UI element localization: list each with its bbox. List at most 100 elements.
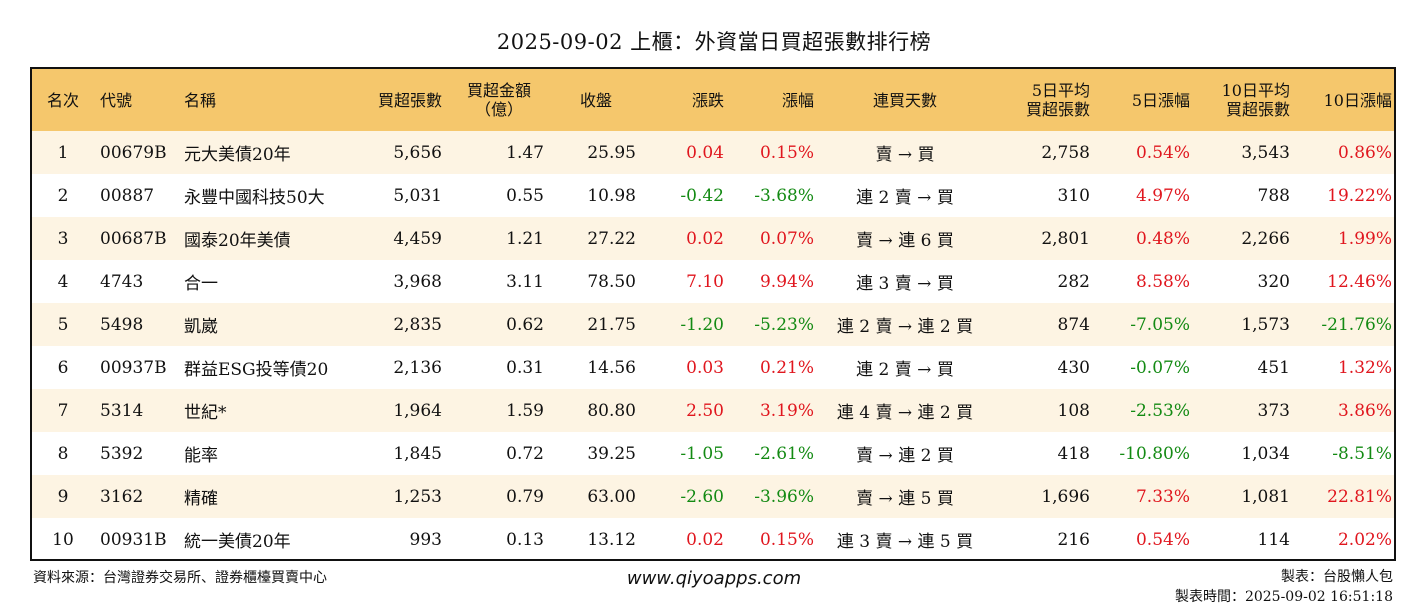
header-avg5: 5日平均 買超張數 [990,69,1096,131]
cell-pct5: -7.05% [1130,314,1190,335]
cell-pct5: -0.07% [1130,357,1190,378]
cell-rank: 3 [57,228,69,249]
cell-buy-amount: 0.79 [506,486,544,507]
cell-close: 25.95 [587,142,636,163]
cell-streak: 賣 → 連 2 買 [856,446,954,466]
table-row: 4 4743 合一 3,968 3.11 78.50 7.10 9.94% 連 3 賣 → 買 2… [32,260,1394,303]
table-row: 1 00679B 元大美債20年 5,656 1.47 25.95 0.04 0.15% 賣 →… [32,131,1394,174]
cell-avg10: 451 [1257,357,1290,378]
cell-code: 00887 [100,185,155,206]
cell-avg10: 1,573 [1241,314,1290,335]
cell-pct5: -2.53% [1130,400,1190,421]
cell-change-pct: 9.94% [759,271,814,292]
header-name: 名稱 [184,90,217,110]
header-buy-lots: 買超張數 [377,90,442,110]
header-buy-amount-line1: 買超金額 [466,81,531,100]
cell-avg5: 430 [1057,357,1090,378]
table-row: 9 3162 精確 1,253 0.79 63.00 -2.60 -3.96% 賣 → 連 5 … [32,475,1394,518]
cell-name: 合一 [184,274,218,294]
cell-change-pct: 0.07% [759,228,814,249]
cell-rank: 1 [57,142,69,163]
cell-close: 21.75 [587,314,636,335]
cell-close: 78.50 [587,271,636,292]
cell-buy-lots: 3,968 [393,271,442,292]
cell-code: 00679B [100,142,167,163]
cell-close: 13.12 [587,529,636,550]
table-header-row: 名次 代號 名稱 買超張數 買超金額 （億） 收盤 漲跌 漲幅 連買天數 5日平… [32,69,1394,131]
cell-close: 80.80 [587,400,636,421]
cell-pct10: 12.46% [1327,271,1392,292]
cell-name: 永豐中國科技50大 [184,188,325,208]
cell-pct10: -21.76% [1321,314,1392,335]
cell-pct10: 2.02% [1337,529,1392,550]
cell-buy-lots: 1,964 [393,400,442,421]
cell-rank: 8 [57,443,69,464]
cell-pct5: 0.54% [1135,529,1190,550]
header-pct5: 5日漲幅 [1131,90,1190,110]
cell-code: 00687B [100,228,167,249]
header-avg5-line2: 買超張數 [1025,100,1090,119]
cell-change-pct: -3.68% [754,185,814,206]
cell-buy-lots: 2,136 [393,357,442,378]
cell-avg5: 310 [1057,185,1090,206]
cell-streak: 連 4 賣 → 連 2 買 [836,403,974,423]
cell-avg5: 282 [1057,271,1090,292]
header-avg10: 10日平均 買超張數 [1196,69,1296,131]
cell-pct5: 0.54% [1135,142,1190,163]
cell-code: 00937B [100,357,167,378]
header-avg10-line1: 10日平均 [1221,81,1290,100]
cell-change: 0.04 [686,142,724,163]
cell-change-pct: 0.15% [759,142,814,163]
cell-code: 00931B [100,529,167,550]
cell-buy-amount: 0.62 [506,314,544,335]
cell-code: 5392 [100,443,144,464]
header-change-pct: 漲幅 [781,90,814,110]
cell-change: 0.02 [686,228,724,249]
cell-name: 精確 [184,489,218,509]
cell-avg10: 1,081 [1241,486,1290,507]
cell-buy-lots: 5,656 [393,142,442,163]
cell-name: 元大美債20年 [184,145,291,165]
cell-buy-amount: 3.11 [506,271,544,292]
cell-avg10: 788 [1257,185,1290,206]
cell-buy-amount: 0.55 [506,185,544,206]
cell-change: 0.03 [686,357,724,378]
cell-rank: 9 [57,486,69,507]
cell-avg10: 320 [1257,271,1290,292]
header-pct10: 10日漲幅 [1323,90,1392,110]
cell-streak: 賣 → 買 [875,145,935,165]
cell-streak: 賣 → 連 5 買 [856,489,954,509]
website-link[interactable]: www.qiyoapps.com [626,568,802,589]
maker-label: 製表：台股懶人包 [1281,569,1393,585]
cell-pct5: -10.80% [1119,443,1190,464]
page-title: 2025-09-02 上櫃：外資當日買超張數排行榜 [496,30,932,54]
header-avg10-line2: 買超張數 [1225,100,1290,119]
cell-code: 5498 [100,314,144,335]
cell-avg10: 1,034 [1241,443,1290,464]
cell-buy-lots: 1,253 [393,486,442,507]
cell-name: 群益ESG投等債20 [184,360,329,380]
cell-pct5: 4.97% [1135,185,1190,206]
cell-pct5: 0.48% [1135,228,1190,249]
cell-change: 7.10 [686,271,724,292]
cell-code: 4743 [100,271,144,292]
cell-avg5: 108 [1057,400,1090,421]
cell-rank: 5 [57,314,69,335]
cell-buy-amount: 1.59 [506,400,544,421]
cell-pct10: -8.51% [1332,443,1392,464]
table-row: 5 5498 凱崴 2,835 0.62 21.75 -1.20 -5.23% 連 2 賣 → … [32,303,1394,346]
cell-avg5: 874 [1057,314,1090,335]
cell-change: -1.20 [680,314,724,335]
cell-buy-amount: 0.13 [506,529,544,550]
table-row: 10 00931B 統一美債20年 993 0.13 13.12 0.02 0.15% 連 3 … [32,518,1394,559]
ranking-table: 名次 代號 名稱 買超張數 買超金額 （億） 收盤 漲跌 漲幅 連買天數 5日平… [32,69,1394,559]
cell-avg10: 3,543 [1241,142,1290,163]
cell-buy-lots: 5,031 [393,185,442,206]
cell-streak: 連 2 賣 → 連 2 買 [836,317,974,337]
header-buy-amount-line2: （億） [474,100,523,119]
cell-name: 統一美債20年 [184,532,291,552]
header-rank: 名次 [46,90,79,110]
cell-pct10: 0.86% [1337,142,1392,163]
ranking-table-container: 名次 代號 名稱 買超張數 買超金額 （億） 收盤 漲跌 漲幅 連買天數 5日平… [30,67,1396,561]
cell-name: 國泰20年美債 [184,231,291,251]
